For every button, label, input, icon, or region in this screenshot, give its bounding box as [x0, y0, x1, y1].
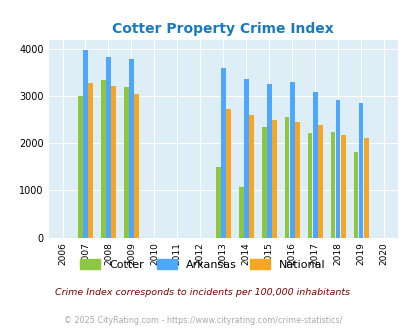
Bar: [363, 138, 368, 238]
Bar: [215, 167, 220, 238]
Bar: [266, 84, 271, 238]
Bar: [101, 80, 105, 238]
Bar: [226, 109, 230, 238]
Bar: [317, 125, 322, 238]
Bar: [248, 115, 253, 238]
Bar: [271, 120, 276, 238]
Bar: [340, 135, 345, 238]
Bar: [358, 103, 362, 238]
Bar: [330, 132, 335, 238]
Bar: [289, 82, 294, 238]
Bar: [111, 86, 115, 238]
Bar: [124, 87, 128, 238]
Text: Crime Index corresponds to incidents per 100,000 inhabitants: Crime Index corresponds to incidents per…: [55, 287, 350, 297]
Bar: [88, 83, 93, 238]
Bar: [353, 152, 358, 238]
Bar: [294, 122, 299, 238]
Legend: Cotter, Arkansas, National: Cotter, Arkansas, National: [76, 255, 329, 274]
Bar: [261, 127, 266, 238]
Bar: [83, 50, 87, 238]
Bar: [307, 133, 312, 238]
Bar: [129, 59, 133, 238]
Bar: [312, 92, 317, 238]
Bar: [134, 94, 139, 238]
Bar: [243, 79, 248, 238]
Bar: [335, 100, 340, 238]
Bar: [78, 96, 83, 238]
Bar: [220, 68, 225, 238]
Bar: [106, 57, 111, 238]
Bar: [238, 187, 243, 238]
Title: Cotter Property Crime Index: Cotter Property Crime Index: [112, 22, 333, 36]
Text: © 2025 CityRating.com - https://www.cityrating.com/crime-statistics/: © 2025 CityRating.com - https://www.city…: [64, 315, 341, 325]
Bar: [284, 117, 289, 238]
